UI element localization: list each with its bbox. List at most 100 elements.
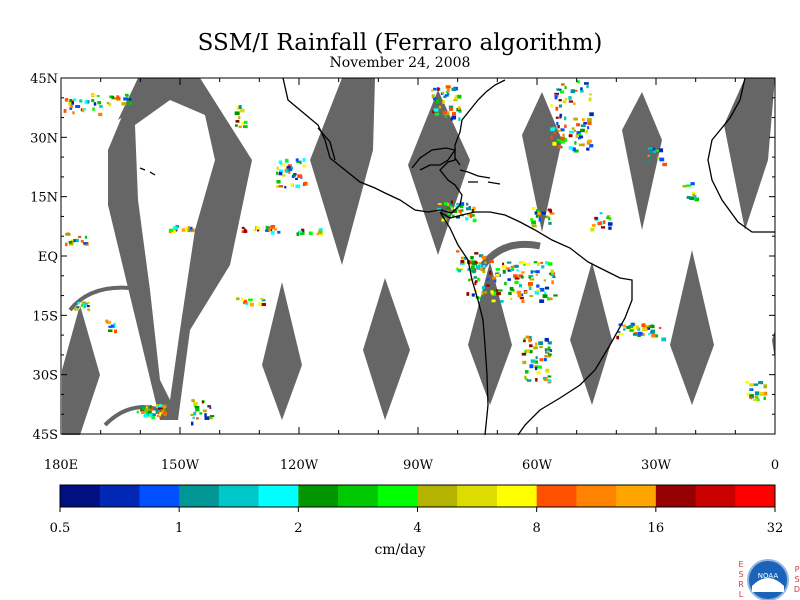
rain-cell (454, 97, 457, 101)
rain-cell (511, 266, 514, 270)
rain-cell (250, 302, 254, 307)
rain-cell (550, 127, 555, 132)
rain-cell (505, 267, 510, 270)
rain-cell (570, 89, 575, 94)
rain-cell (457, 94, 462, 99)
rain-cell (297, 174, 303, 179)
rain-cell (492, 276, 497, 280)
colorbar-swatch (457, 485, 498, 507)
rain-cell (563, 116, 567, 121)
rain-cell (587, 139, 592, 144)
rain-cell (507, 278, 511, 281)
rain-cell (270, 230, 275, 235)
rain-cell (536, 284, 540, 288)
swath-gap (118, 78, 200, 120)
rain-cell (519, 261, 525, 265)
rain-cell (450, 207, 454, 210)
rain-cell (303, 181, 308, 186)
rain-cell (75, 105, 81, 108)
rain-cell (525, 263, 531, 266)
rain-cell (544, 348, 548, 351)
rain-cell (238, 125, 242, 128)
rain-cell (529, 278, 535, 281)
rain-cell (694, 197, 699, 202)
rain-cell (68, 240, 73, 244)
rain-cell (506, 261, 512, 264)
rain-cell (517, 293, 522, 298)
colorbar-swatch (258, 485, 299, 507)
rain-cell (749, 394, 754, 397)
rain-cell (607, 222, 613, 226)
rain-cell (528, 276, 531, 279)
rain-cell (194, 405, 200, 409)
rain-cell (83, 242, 88, 245)
rain-cell (549, 212, 555, 215)
north-america-coast (282, 77, 506, 214)
rain-cell (548, 353, 552, 356)
rain-cell (525, 378, 528, 381)
colorbar-swatch (616, 485, 657, 507)
rain-cell (638, 331, 643, 336)
rain-cell (443, 95, 447, 99)
rain-cell (589, 144, 594, 148)
rain-cell (318, 228, 323, 232)
rain-cell (573, 129, 577, 133)
rain-cell (66, 232, 70, 236)
rain-cell (533, 346, 538, 350)
rain-cell (116, 95, 120, 100)
rain-cell (444, 94, 449, 97)
rain-cell (547, 216, 551, 221)
colorbar-swatch (417, 485, 458, 507)
rain-cell (299, 160, 302, 165)
rain-cell (576, 80, 580, 84)
caribbean (454, 157, 501, 185)
rain-cell (243, 299, 248, 304)
rain-cell (530, 218, 533, 222)
rain-cell (69, 106, 73, 110)
rain-cell (628, 324, 634, 328)
rain-cell (447, 211, 451, 215)
rain-cell (63, 108, 67, 113)
rain-cell (298, 230, 303, 233)
rain-cell (161, 407, 166, 410)
rain-cell (682, 184, 688, 188)
swath-gap (262, 282, 302, 420)
rain-cell (577, 133, 582, 136)
rain-cell (268, 228, 271, 232)
rain-cell (161, 409, 165, 412)
rain-cell (559, 113, 563, 118)
rain-cell (650, 325, 655, 329)
rain-cell (547, 262, 553, 266)
rain-cell (467, 268, 471, 271)
rain-cell (529, 294, 534, 298)
rainfall-cells (63, 80, 768, 426)
rain-cell (617, 331, 621, 334)
rain-cell (575, 134, 578, 138)
rain-cell (296, 232, 299, 237)
rain-cell (92, 107, 95, 111)
rain-cell (500, 299, 504, 303)
rain-cell (288, 170, 291, 174)
rain-cell (554, 95, 558, 100)
rain-cell (520, 275, 524, 279)
rain-cell (64, 98, 69, 102)
rain-cell (456, 202, 460, 206)
rain-cell (554, 92, 560, 96)
rain-cell (207, 405, 211, 408)
rain-cell (622, 324, 627, 328)
rain-cell (148, 412, 154, 417)
rain-cell (435, 99, 440, 104)
rain-cell (502, 269, 506, 274)
rain-cell (562, 133, 565, 137)
rain-cell (73, 98, 77, 101)
rain-cell (471, 260, 476, 263)
lat-label: 30S (33, 369, 58, 384)
rain-cell (632, 332, 638, 336)
rain-cell (576, 123, 581, 127)
rain-cell (689, 196, 695, 200)
rain-cell (556, 88, 560, 91)
rain-cell (498, 289, 503, 292)
rain-cell (564, 97, 568, 101)
rain-cell (128, 98, 132, 101)
rain-cell (156, 414, 162, 417)
